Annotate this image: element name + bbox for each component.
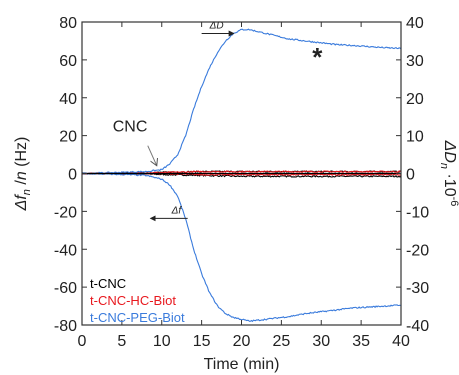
cnc-injection-arrow [147, 145, 157, 166]
right-y-tick-label: 10 [406, 129, 424, 146]
left-y-tick-label: 0 [68, 167, 77, 184]
left-y-tick-label: 20 [59, 129, 77, 146]
dd-pointer-label: ΔD [209, 20, 224, 31]
x-tick-label: 0 [78, 333, 87, 350]
left-y-tick-label: -60 [54, 280, 77, 297]
left-y-axis-label: Δfn /n (Hz) [13, 137, 33, 212]
x-tick-label: 25 [272, 333, 290, 350]
cnc-injection-label: CNC [113, 119, 148, 136]
right-y-tick-label: -20 [406, 242, 429, 259]
legend-entry-t-cnc-peg-biot: t-CNC-PEG-Biot [90, 310, 185, 325]
right-y-axis-label: ΔDn ·10-6 [438, 140, 459, 207]
x-tick-label: 5 [117, 333, 126, 350]
x-tick-label: 30 [312, 333, 330, 350]
left-y-label-end: (Hz) [13, 137, 30, 172]
series-t-cnc-peg-biot-right [81, 28, 402, 175]
ticks-layer [81, 21, 402, 326]
left-y-tick-label: 80 [59, 15, 77, 32]
left-y-tick-label: -40 [54, 242, 77, 259]
x-tick-label: 10 [153, 333, 171, 350]
series-t-cnc-peg-biot-left [81, 172, 402, 323]
x-axis-label: Time (min) [204, 356, 280, 373]
legend: t-CNC t-CNC-HC-Biot t-CNC-PEG-Biot [90, 276, 185, 325]
right-y-tick-label: 0 [406, 167, 415, 184]
right-y-tick-label: -30 [406, 280, 429, 297]
df-pointer-label: Δf [171, 205, 183, 216]
left-y-tick-label: -20 [54, 204, 77, 221]
left-y-label-main: Δf [13, 194, 30, 212]
annotations: CNC ΔD Δf * [113, 20, 323, 222]
right-y-tick-label: -40 [406, 318, 429, 335]
right-y-tick-label: -10 [406, 204, 429, 221]
right-y-label-main: ΔD [441, 140, 458, 164]
left-y-tick-label: 60 [59, 53, 77, 70]
x-tick-label: 40 [392, 333, 410, 350]
right-y-label-sup: -6 [448, 197, 459, 207]
left-y-label-sub1: n [21, 189, 33, 195]
right-y-tick-label: 30 [406, 53, 424, 70]
x-tick-label: 15 [193, 333, 211, 350]
left-y-tick-label: 40 [59, 91, 77, 108]
legend-entry-t-cnc-hc-biot: t-CNC-HC-Biot [90, 293, 176, 308]
tick-labels: 0 5 10 15 20 25 30 35 40 -80 -60 -40 -20 0 20 40 60 80 -40… [54, 15, 429, 350]
left-y-label-mid: / [13, 180, 30, 189]
right-y-label-end: ·10 [441, 169, 458, 197]
left-y-label-italic: n [13, 171, 30, 180]
right-y-tick-label: 20 [406, 91, 424, 108]
x-tick-label: 20 [233, 333, 251, 350]
right-y-label-sub: n [438, 163, 450, 169]
series-layer [81, 28, 402, 323]
x-tick-label: 35 [352, 333, 370, 350]
legend-entry-t-cnc: t-CNC [90, 276, 126, 291]
left-y-tick-label: -80 [54, 318, 77, 335]
right-y-tick-label: 40 [406, 15, 424, 32]
asterisk-marker: * [312, 42, 323, 72]
